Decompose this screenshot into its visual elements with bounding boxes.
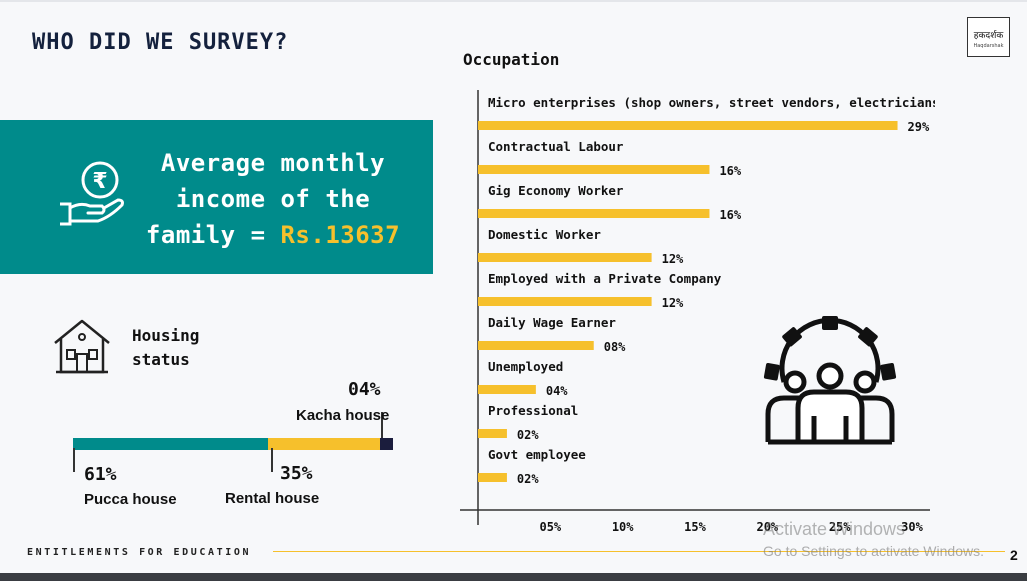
kacha-percent: 04%: [348, 379, 381, 400]
category-label: Gig Economy Worker: [488, 183, 624, 198]
pucca-label: Pucca house: [84, 491, 177, 508]
svg-text:₹: ₹: [92, 169, 107, 194]
housing-bar-kacha: [380, 438, 393, 450]
house-icon: [54, 319, 110, 374]
rental-percent: 35%: [280, 463, 313, 484]
x-tick-label: 15%: [684, 520, 706, 534]
bar: [478, 165, 710, 174]
kacha-marker: [381, 412, 383, 438]
income-line-3-prefix: family =: [145, 221, 281, 249]
category-label: Unemployed: [488, 359, 563, 374]
occupation-bar-chart: Micro enterprises (shop owners, street v…: [460, 90, 935, 534]
bar: [478, 473, 507, 482]
rental-marker: [271, 448, 273, 472]
rental-label: Rental house: [225, 490, 320, 507]
windows-activation-link[interactable]: Go to Settings to activate Windows.: [763, 543, 984, 559]
kacha-label: Kacha house: [296, 407, 390, 424]
data-label: 08%: [604, 340, 626, 354]
x-tick-label: 20%: [756, 520, 778, 534]
bar: [478, 209, 710, 218]
data-label: 04%: [546, 384, 568, 398]
income-line-3: family = Rs.13637: [140, 217, 406, 253]
footer-text: ENTITLEMENTS FOR EDUCATION: [27, 547, 252, 558]
income-statement: Average monthly income of the family = R…: [140, 145, 406, 253]
category-label: Micro enterprises (shop owners, street v…: [488, 95, 935, 110]
logo-text-hindi: हकदर्शक: [973, 31, 1004, 41]
pucca-percent: 61%: [84, 464, 117, 485]
occupation-chart-title: Occupation: [463, 50, 560, 69]
category-label: Daily Wage Earner: [488, 315, 616, 330]
data-label: 02%: [517, 472, 539, 486]
bar: [478, 121, 898, 130]
x-tick-label: 25%: [829, 520, 851, 534]
x-tick-label: 05%: [539, 520, 561, 534]
rupee-hand-icon: ₹: [60, 161, 124, 226]
income-line-2: income of the: [175, 185, 371, 213]
page-number: 2: [1010, 547, 1018, 563]
income-panel: [0, 120, 433, 274]
bottom-bar: [0, 573, 1027, 581]
data-label: 16%: [719, 164, 741, 178]
data-label: 29%: [908, 120, 930, 134]
category-label: Domestic Worker: [488, 227, 601, 242]
bar: [478, 253, 652, 262]
category-label: Govt employee: [488, 447, 586, 462]
housing-title: Housing status: [132, 324, 199, 372]
income-line-1: Average monthly: [160, 149, 386, 177]
windows-activation-title: Activate Windows: [763, 519, 906, 539]
x-tick-label: 30%: [901, 520, 923, 534]
page-title: WHO DID WE SURVEY?: [32, 30, 289, 55]
category-label: Contractual Labour: [488, 139, 624, 154]
x-tick-label: 10%: [612, 520, 634, 534]
haqdarshak-logo: हकदर्शक Haqdarshak: [967, 17, 1010, 57]
income-amount: Rs.13637: [280, 221, 401, 249]
category-label: Employed with a Private Company: [488, 271, 722, 286]
top-border: [0, 0, 1027, 2]
housing-title-line-2: status: [132, 350, 190, 369]
logo-text-english: Haqdarshak: [973, 43, 1004, 49]
housing-bar-pucca: [73, 438, 268, 450]
data-label: 16%: [719, 208, 741, 222]
housing-bar-rental: [268, 438, 380, 450]
housing-title-line-1: Housing: [132, 326, 200, 345]
bar: [478, 429, 507, 438]
footer-rule: [273, 551, 1005, 552]
bar: [478, 385, 536, 394]
data-label: 02%: [517, 428, 539, 442]
data-label: 12%: [662, 252, 684, 266]
bar: [478, 297, 652, 306]
team-gear-icon: [763, 316, 897, 445]
category-label: Professional: [488, 403, 578, 418]
data-label: 12%: [662, 296, 684, 310]
pucca-marker: [73, 448, 75, 472]
bar: [478, 341, 594, 350]
